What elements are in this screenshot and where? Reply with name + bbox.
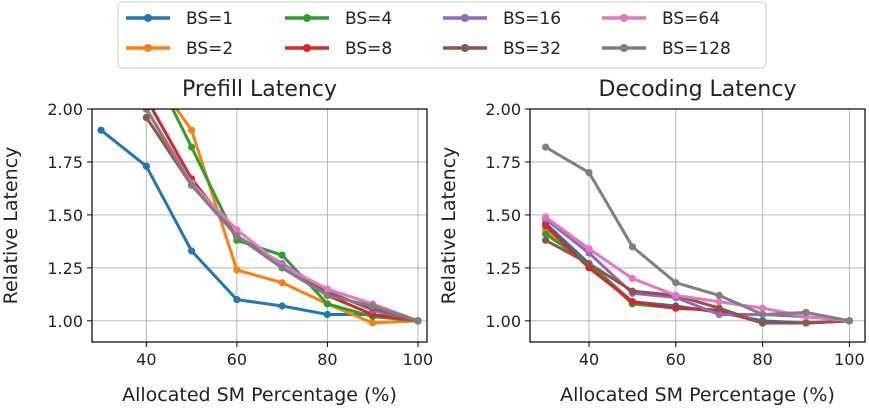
legend-marker <box>303 44 311 52</box>
x-tick-label: 40 <box>136 350 156 369</box>
data-point-bs64 <box>324 285 331 292</box>
decoding-y-axis-label: Relative Latency <box>438 147 460 305</box>
data-point-bs8 <box>672 305 679 312</box>
data-point-bs1 <box>233 296 240 303</box>
x-tick-label: 100 <box>403 350 434 369</box>
data-point-bs64 <box>629 275 636 282</box>
data-point-bs1 <box>143 163 150 170</box>
data-point-bs32 <box>759 319 766 326</box>
data-point-bs4 <box>542 230 549 237</box>
prefill-y-axis-label: Relative Latency <box>0 147 22 305</box>
data-point-bs1 <box>97 127 104 134</box>
data-point-bs32 <box>585 260 592 267</box>
data-point-bs128 <box>279 264 286 271</box>
data-point-bs4 <box>324 300 331 307</box>
data-point-bs64 <box>542 213 549 220</box>
series-line-bs32 <box>146 117 418 320</box>
data-point-bs1 <box>324 311 331 318</box>
data-point-bs64 <box>716 298 723 305</box>
series-line-bs8 <box>146 98 418 320</box>
y-tick-label: 1.75 <box>47 153 83 172</box>
legend-label: BS=2 <box>186 39 233 59</box>
prefill-x-axis-label: Allocated SM Percentage (%) <box>122 384 397 406</box>
x-tick-label: 100 <box>834 350 865 369</box>
series-line-bs8 <box>546 226 850 323</box>
legend: BS=1 BS=2 BS=4 BS=8 BS=16 BS=32 BS=64 BS=128 <box>118 2 766 68</box>
legend-marker <box>144 14 152 22</box>
data-point-bs2 <box>233 266 240 273</box>
data-point-bs4 <box>188 144 195 151</box>
data-point-bs8 <box>143 95 150 102</box>
prefill-chart: Prefill Latency 40 60 80 100 1.00 1.25 1.50 1.7… <box>0 52 433 406</box>
data-point-bs32 <box>716 305 723 312</box>
decoding-chart: Decoding Latency 40 60 80 100 1.00 1.25 1.50 1.… <box>438 77 865 406</box>
legend-marker <box>144 44 152 52</box>
data-point-bs2 <box>279 279 286 286</box>
legend-label: BS=64 <box>662 9 720 29</box>
data-point-bs16 <box>716 311 723 318</box>
data-point-bs128 <box>672 279 679 286</box>
series-bs2 <box>143 63 422 327</box>
data-point-bs128 <box>629 243 636 250</box>
data-point-bs32 <box>629 288 636 295</box>
data-point-bs128 <box>846 317 853 324</box>
series-line-bs1 <box>101 130 418 321</box>
data-point-bs2 <box>369 319 376 326</box>
data-point-bs64 <box>585 245 592 252</box>
data-point-bs1 <box>188 247 195 254</box>
x-tick-label: 80 <box>752 350 772 369</box>
figure: BS=1 BS=2 BS=4 BS=8 BS=16 BS=32 BS=64 BS=128 Pr… <box>0 0 869 409</box>
data-point-bs128 <box>233 232 240 239</box>
x-tick-label: 60 <box>227 350 247 369</box>
data-point-bs8 <box>629 298 636 305</box>
y-tick-label: 2.00 <box>485 100 521 119</box>
legend-marker <box>303 14 311 22</box>
data-point-bs128 <box>542 144 549 151</box>
legend-label: BS=4 <box>345 9 392 29</box>
legend-label: BS=1 <box>186 9 233 29</box>
y-tick-label: 1.00 <box>485 312 521 331</box>
legend-marker <box>620 14 628 22</box>
series-bs32 <box>143 114 422 325</box>
prefill-title: Prefill Latency <box>182 77 337 102</box>
series-bs8 <box>143 95 422 325</box>
legend-label: BS=128 <box>662 39 731 59</box>
y-tick-label: 2.00 <box>47 100 83 119</box>
prefill-ticks: 40 60 80 100 1.00 1.25 1.50 1.75 2.00 <box>47 100 433 369</box>
data-point-bs128 <box>759 311 766 318</box>
x-tick-label: 80 <box>317 350 337 369</box>
y-tick-label: 1.75 <box>485 153 521 172</box>
legend-marker <box>461 44 469 52</box>
data-point-bs64 <box>672 292 679 299</box>
legend-label: BS=8 <box>345 39 392 59</box>
data-point-bs2 <box>188 127 195 134</box>
y-tick-label: 1.25 <box>47 259 83 278</box>
x-tick-label: 60 <box>666 350 686 369</box>
data-point-bs1 <box>279 302 286 309</box>
y-tick-label: 1.50 <box>485 206 521 225</box>
legend-marker <box>620 44 628 52</box>
data-point-bs4 <box>279 252 286 259</box>
legend-marker <box>461 14 469 22</box>
legend-label: BS=16 <box>503 9 561 29</box>
data-point-bs32 <box>542 237 549 244</box>
x-tick-label: 40 <box>579 350 599 369</box>
data-point-bs128 <box>414 317 421 324</box>
legend-label: BS=32 <box>503 39 561 59</box>
data-point-bs128 <box>369 302 376 309</box>
data-point-bs32 <box>802 319 809 326</box>
decoding-x-axis-label: Allocated SM Percentage (%) <box>560 384 835 406</box>
y-tick-label: 1.00 <box>47 312 83 331</box>
y-tick-label: 1.25 <box>485 259 521 278</box>
data-point-bs128 <box>585 169 592 176</box>
decoding-title: Decoding Latency <box>599 77 797 102</box>
y-tick-label: 1.50 <box>47 206 83 225</box>
data-point-bs128 <box>324 292 331 299</box>
data-point-bs128 <box>716 292 723 299</box>
data-point-bs64 <box>759 305 766 312</box>
data-point-bs128 <box>188 182 195 189</box>
data-point-bs128 <box>802 309 809 316</box>
